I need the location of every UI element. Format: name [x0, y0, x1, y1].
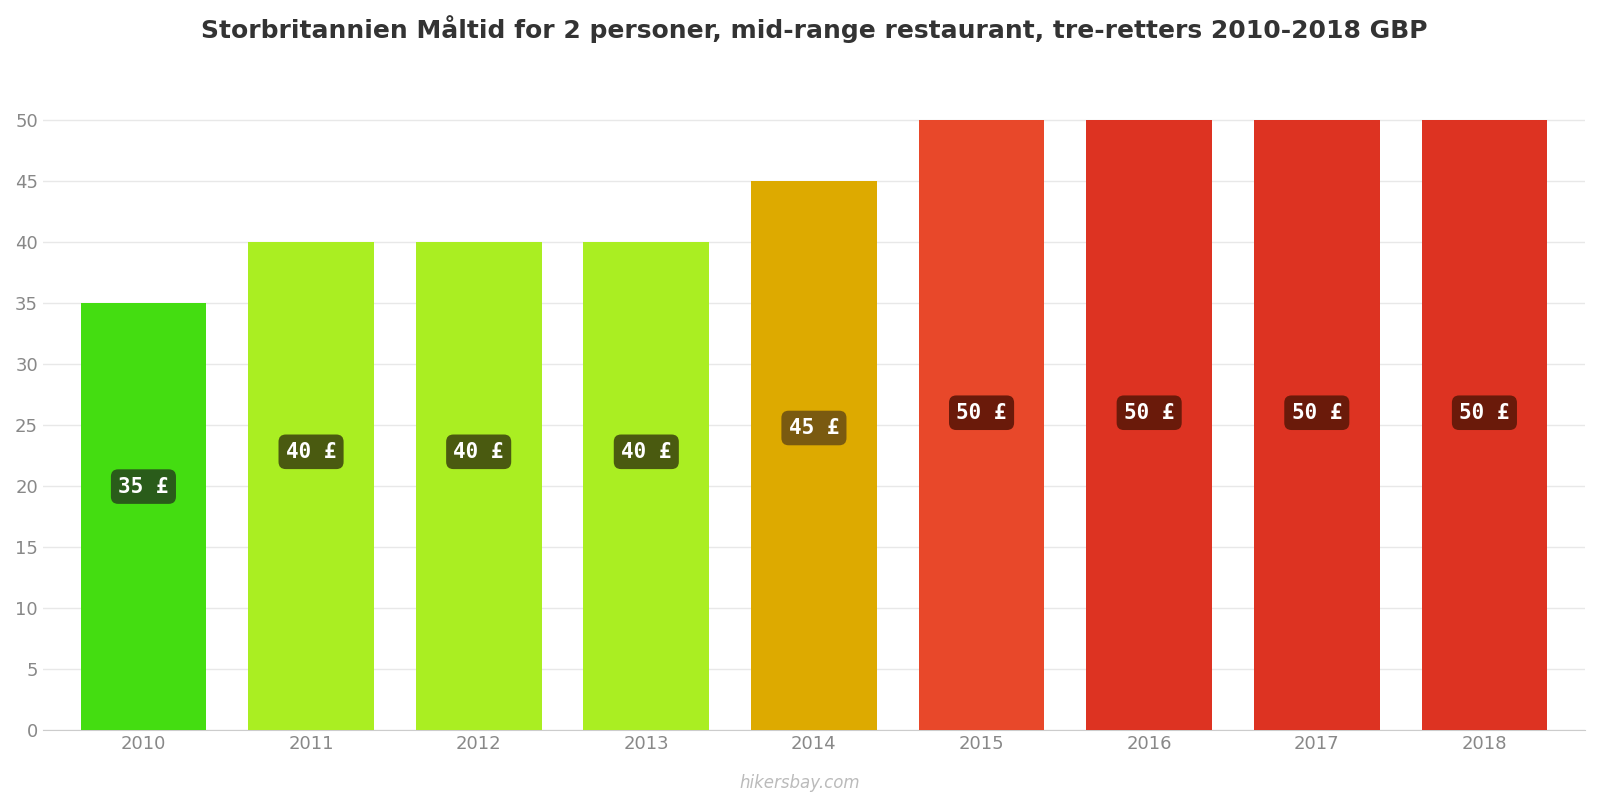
Bar [80, 303, 206, 730]
Text: 50 £: 50 £ [1291, 402, 1342, 422]
Text: 35 £: 35 £ [118, 477, 168, 497]
Bar [918, 120, 1045, 730]
Text: 50 £: 50 £ [1459, 402, 1510, 422]
Bar [416, 242, 541, 730]
Bar [1254, 120, 1379, 730]
Text: 40 £: 40 £ [286, 442, 336, 462]
Bar [1421, 120, 1547, 730]
Bar [584, 242, 709, 730]
Title: Storbritannien Måltid for 2 personer, mid-range restaurant, tre-retters 2010-201: Storbritannien Måltid for 2 personer, mi… [200, 15, 1427, 43]
Bar [1086, 120, 1213, 730]
Text: 40 £: 40 £ [621, 442, 672, 462]
Bar [248, 242, 374, 730]
Text: hikersbay.com: hikersbay.com [739, 774, 861, 792]
Text: 40 £: 40 £ [453, 442, 504, 462]
Text: 45 £: 45 £ [789, 418, 838, 438]
Text: 50 £: 50 £ [1123, 402, 1174, 422]
Bar [750, 181, 877, 730]
Text: 50 £: 50 £ [957, 402, 1006, 422]
